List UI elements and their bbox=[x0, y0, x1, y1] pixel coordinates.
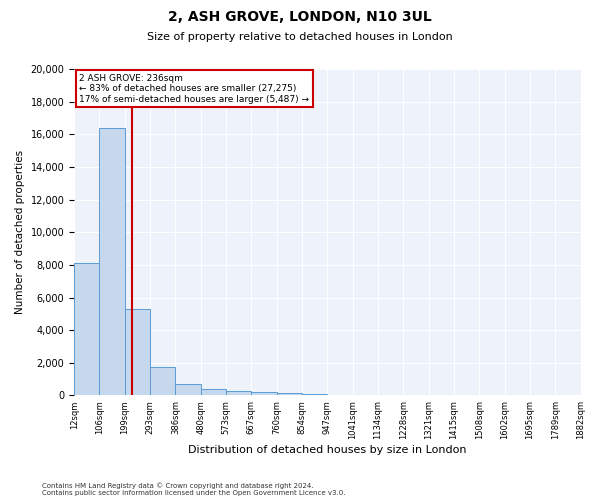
Y-axis label: Number of detached properties: Number of detached properties bbox=[15, 150, 25, 314]
Bar bbox=[175, 384, 201, 396]
Bar bbox=[125, 309, 150, 396]
Bar bbox=[150, 367, 175, 396]
Bar bbox=[74, 263, 100, 396]
Bar bbox=[226, 391, 251, 396]
Bar bbox=[201, 390, 226, 396]
Text: 2, ASH GROVE, LONDON, N10 3UL: 2, ASH GROVE, LONDON, N10 3UL bbox=[168, 10, 432, 24]
Bar bbox=[277, 392, 302, 396]
Bar bbox=[251, 392, 277, 396]
Text: Size of property relative to detached houses in London: Size of property relative to detached ho… bbox=[147, 32, 453, 42]
Text: Contains HM Land Registry data © Crown copyright and database right 2024.: Contains HM Land Registry data © Crown c… bbox=[42, 482, 314, 489]
Text: 2 ASH GROVE: 236sqm
← 83% of detached houses are smaller (27,275)
17% of semi-de: 2 ASH GROVE: 236sqm ← 83% of detached ho… bbox=[79, 74, 309, 104]
X-axis label: Distribution of detached houses by size in London: Distribution of detached houses by size … bbox=[188, 445, 467, 455]
Bar bbox=[100, 128, 125, 396]
Bar bbox=[302, 394, 328, 396]
Text: Contains public sector information licensed under the Open Government Licence v3: Contains public sector information licen… bbox=[42, 490, 346, 496]
